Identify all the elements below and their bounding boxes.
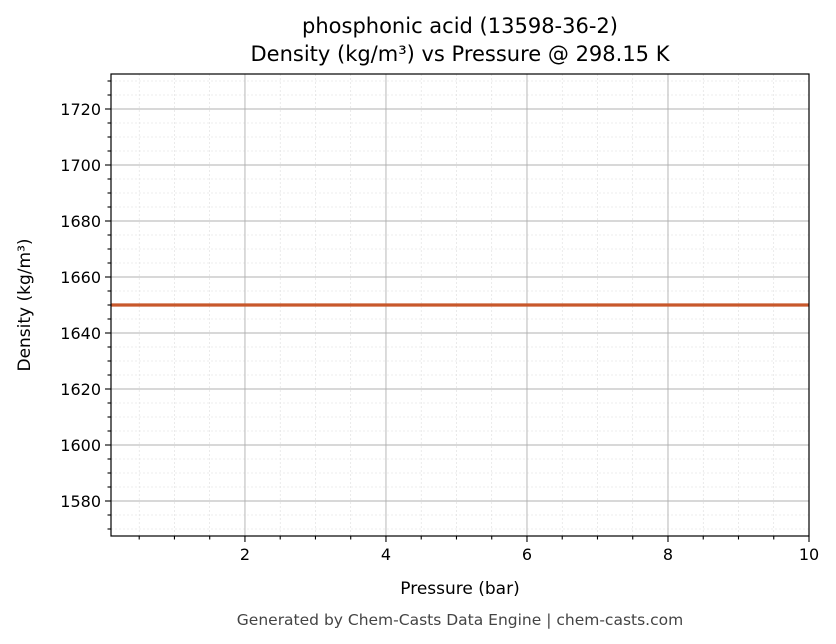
x-axis-label: Pressure (bar) [400,579,519,599]
y-tick-label: 1600 [60,436,101,455]
major-grid [111,74,810,536]
x-tick-label: 4 [381,545,391,564]
y-tick-label: 1660 [60,268,101,287]
y-tick-label: 1640 [60,324,101,343]
y-tick-label: 1700 [60,156,101,175]
x-tick-label: 10 [799,545,819,564]
x-tick-label: 2 [240,545,250,564]
y-tick-label: 1620 [60,380,101,399]
y-tick-label: 1680 [60,212,101,231]
y-axis-label: Density (kg/m³) [15,238,35,371]
x-tick-labels: 2 4 6 8 10 [240,545,819,564]
x-tick-label: 6 [522,545,532,564]
axis-ticks [105,80,810,542]
footer-credit: Generated by Chem-Casts Data Engine | ch… [237,611,683,629]
y-tick-label: 1580 [60,492,101,511]
y-tick-label: 1720 [60,100,101,119]
chart-title-line1: phosphonic acid (13598-36-2) [302,14,618,38]
chart-title-line2: Density (kg/m³) vs Pressure @ 298.15 K [250,42,670,66]
x-tick-label: 8 [663,545,673,564]
y-tick-labels: 1580 1600 1620 1640 1660 1680 1700 1720 [60,100,101,511]
